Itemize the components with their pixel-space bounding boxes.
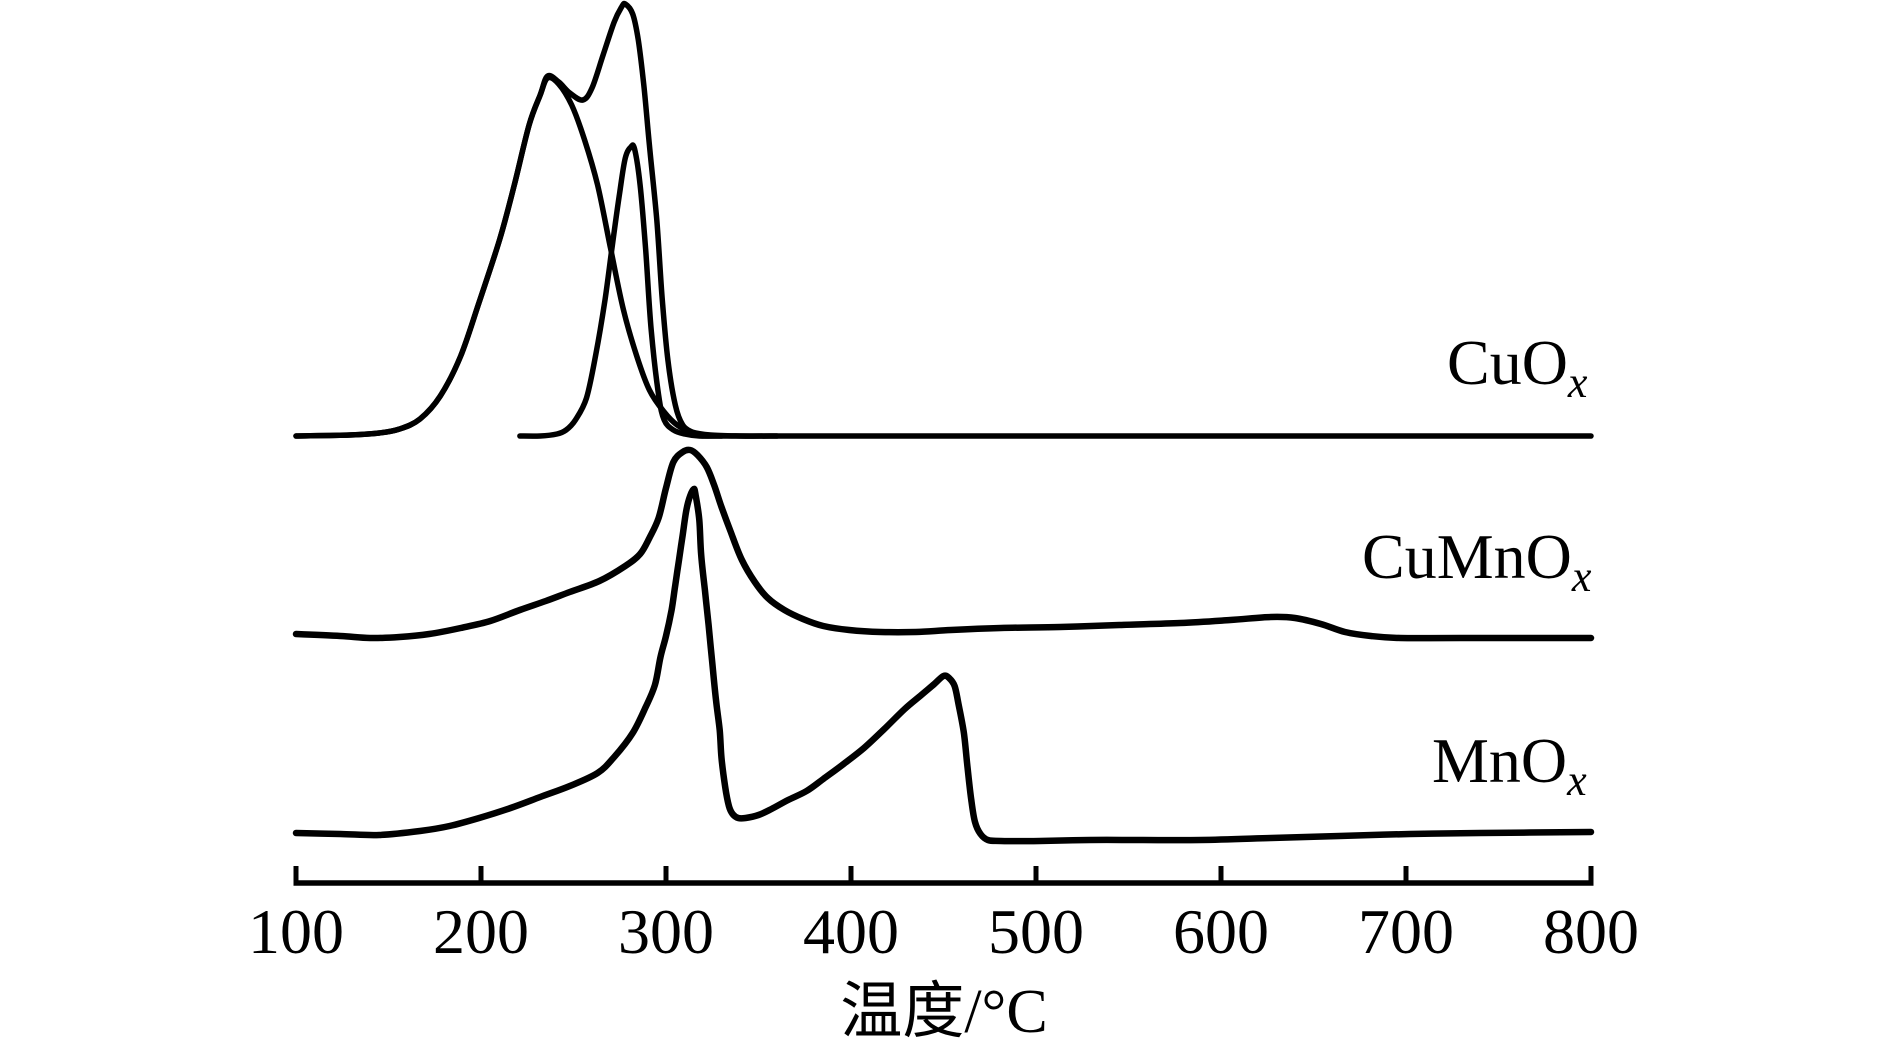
curve-label-cuox: CuOx (1447, 327, 1588, 407)
curve-label-mnox: MnOx (1432, 725, 1587, 805)
curve-labels: CuOx CuMnOx MnOx (1362, 327, 1592, 805)
curve-cumnox (292, 446, 1595, 642)
curve-label-mnox-text: MnO (1432, 725, 1567, 796)
curve-label-cumnox-text: CuMnO (1362, 521, 1572, 592)
x-axis-title: 温度/°C (840, 978, 1047, 1046)
x-axis: 100 200 300 400 500 600 700 800 温度/°C (248, 866, 1639, 1046)
x-axis-ticks (293, 866, 1594, 883)
curve-cuox-broad-component (293, 74, 780, 439)
curves (292, 0, 1595, 845)
x-axis-tick-label: 300 (618, 896, 714, 967)
x-axis-tick-label: 800 (1543, 896, 1639, 967)
curve-label-cumnox: CuMnOx (1362, 521, 1592, 601)
curve-cuox-narrow-component (517, 142, 725, 439)
curve-label-cuox-text: CuO (1447, 327, 1568, 398)
curve-cuox-envelope (293, 0, 1594, 439)
curve-label-cuox-subscript: x (1567, 358, 1588, 407)
curve-label-mnox-subscript: x (1566, 756, 1587, 805)
curve-label-cumnox-subscript: x (1571, 552, 1592, 601)
x-axis-tick-label: 600 (1173, 896, 1269, 967)
curve-mnox (292, 485, 1595, 845)
x-axis-tick-label: 500 (988, 896, 1084, 967)
x-axis-tick-label: 400 (803, 896, 899, 967)
x-axis-tick-label: 700 (1358, 896, 1454, 967)
x-axis-tick-labels: 100 200 300 400 500 600 700 800 (248, 896, 1639, 967)
x-axis-tick-label: 100 (248, 896, 344, 967)
x-axis-tick-label: 200 (433, 896, 529, 967)
